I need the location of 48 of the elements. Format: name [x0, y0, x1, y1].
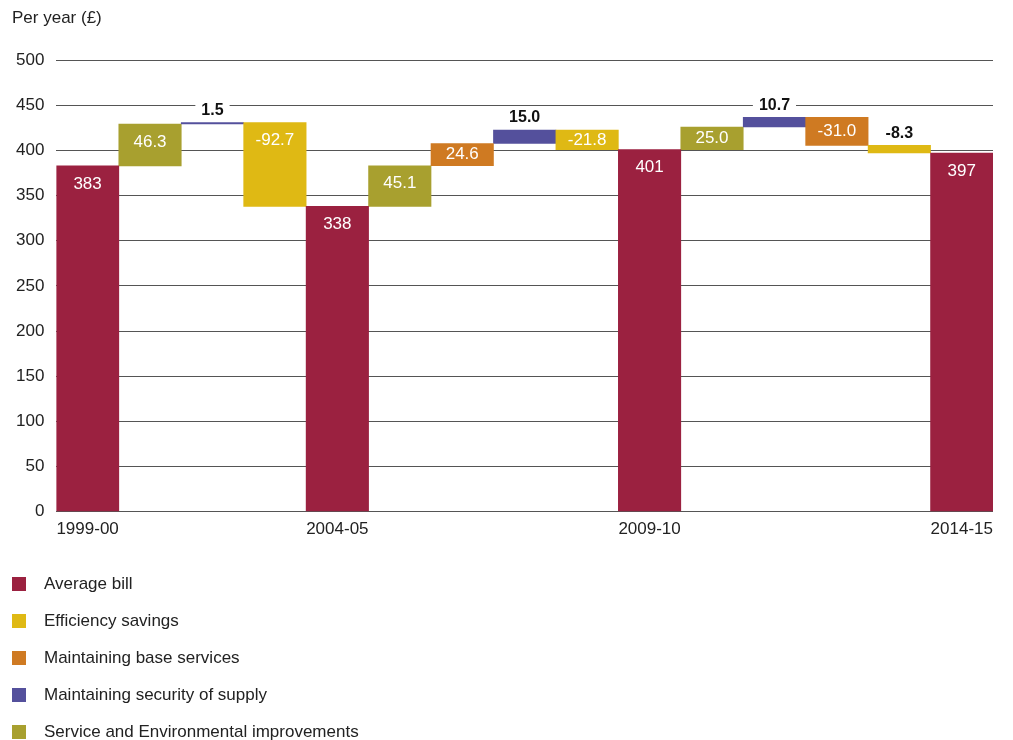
y-tick-label: 250 — [15, 275, 45, 295]
bar — [305, 206, 369, 512]
data-label: -31.0 — [817, 121, 857, 141]
data-label: -92.7 — [255, 130, 295, 150]
data-label: 10.7 — [758, 95, 791, 113]
y-tick-label: 100 — [15, 411, 45, 431]
x-tick-label: 2009-10 — [618, 519, 681, 539]
y-tick-label: 150 — [15, 365, 45, 385]
data-label: 338 — [323, 214, 352, 234]
y-tick-label: 0 — [34, 501, 45, 521]
bar — [56, 165, 120, 512]
x-tick-label: 2004-05 — [306, 519, 369, 539]
bar — [118, 123, 182, 167]
y-tick-label: 300 — [15, 230, 45, 250]
data-label: 46.3 — [133, 131, 167, 151]
data-label: 24.6 — [445, 144, 479, 164]
x-tick-label: 2014-15 — [930, 519, 993, 539]
bar — [493, 129, 557, 144]
data-label: 397 — [947, 160, 976, 180]
data-label: -8.3 — [885, 123, 914, 141]
data-label: 1.5 — [201, 101, 224, 119]
y-axis-title: Per year (£) — [12, 8, 102, 28]
bar — [243, 122, 307, 207]
bar — [867, 145, 931, 154]
data-label: 15.0 — [509, 108, 541, 126]
y-tick-label: 450 — [15, 95, 45, 115]
bar — [618, 149, 682, 512]
y-tick-label: 50 — [25, 456, 45, 476]
legend-label: Average bill — [44, 573, 133, 594]
y-tick-label: 350 — [15, 185, 45, 205]
legend-label: Efficiency savings — [44, 610, 179, 631]
x-tick-label: 1999-00 — [56, 519, 119, 539]
bar — [180, 122, 245, 125]
data-label: 401 — [635, 157, 664, 177]
data-label: 383 — [73, 173, 102, 193]
legend-label: Service and Environmental improvements — [44, 721, 359, 740]
y-tick-label: 400 — [15, 140, 45, 160]
bar — [742, 117, 806, 128]
y-tick-label: 500 — [15, 49, 45, 69]
bar — [805, 117, 869, 146]
data-label: -21.8 — [567, 129, 607, 149]
bar — [368, 165, 432, 207]
legend-label: Maintaining base services — [44, 647, 240, 668]
bar — [930, 152, 993, 512]
y-tick-label: 200 — [15, 320, 45, 340]
data-label: 25.0 — [695, 127, 729, 147]
data-label: 45.1 — [383, 173, 417, 193]
legend-label: Maintaining security of supply — [44, 684, 268, 705]
